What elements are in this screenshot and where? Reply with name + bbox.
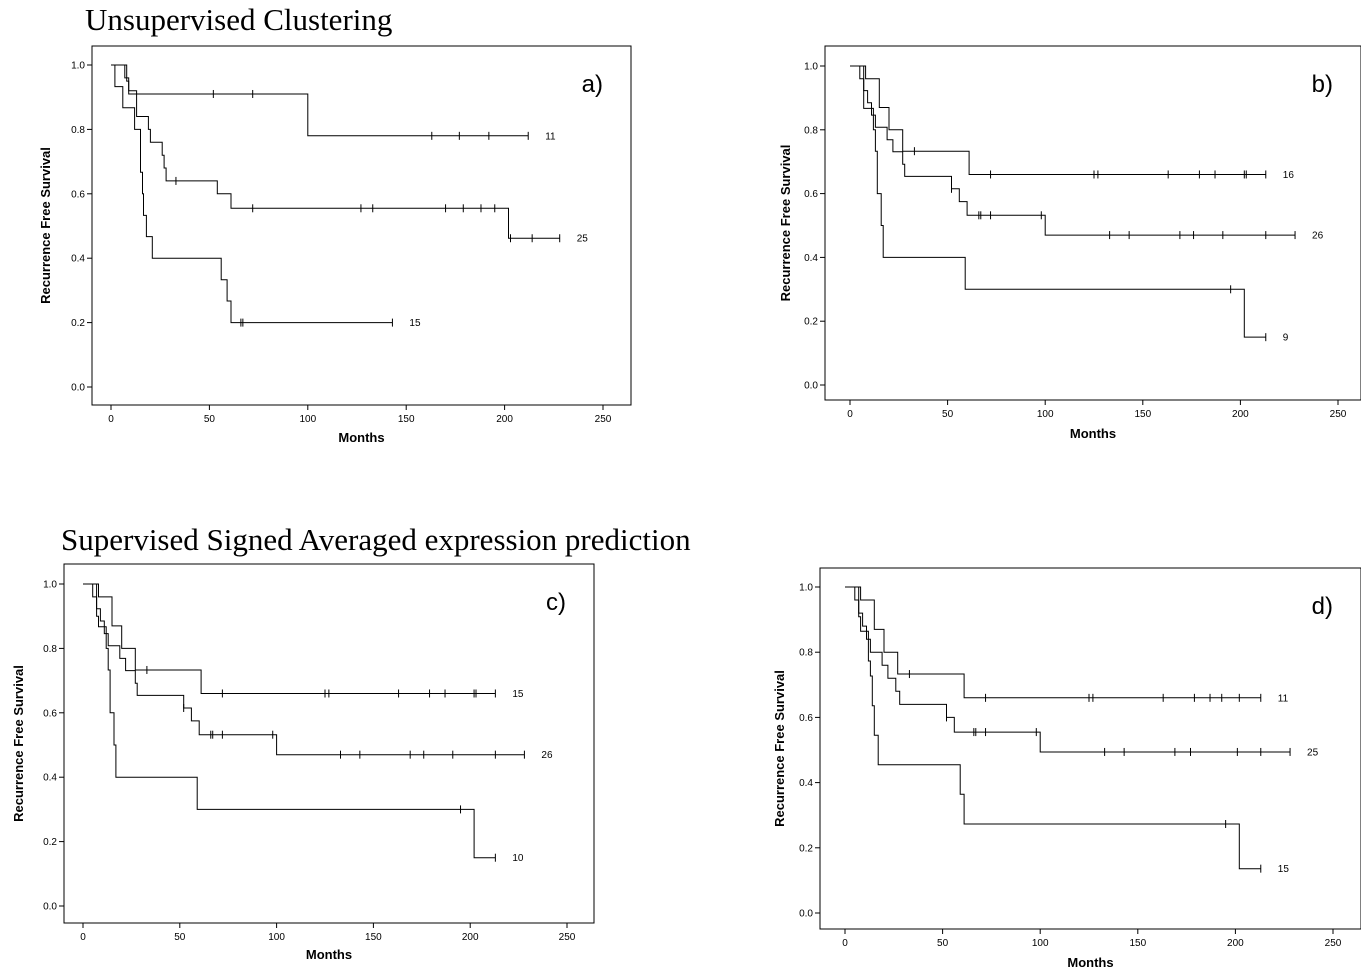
panel-label: d) [1312,593,1333,620]
x-tick-label: 50 [174,932,186,943]
panel-label: a) [582,71,603,98]
x-tick-label: 100 [299,414,316,425]
y-tick-label: 0.8 [43,644,57,655]
x-tick-label: 100 [268,932,285,943]
x-tick-label: 150 [1134,409,1151,420]
section-title-unsupervised: Unsupervised Clustering [85,2,393,37]
survival-curve-3 [83,583,496,859]
series-count-label: 15 [512,689,524,700]
x-axis-title: Months [1067,955,1113,970]
x-tick-label: 150 [365,932,382,943]
y-tick-label: 0.8 [799,648,813,659]
y-tick-label: 0.6 [71,189,85,200]
plot-frame [91,45,632,406]
panel-label: b) [1312,71,1333,98]
series-count-label: 26 [1312,231,1324,242]
y-tick-label: 0.0 [799,909,813,920]
y-axis-title: Recurrence Free Survival [11,665,26,822]
survival-curve-3 [850,65,1266,338]
x-tick-label: 0 [108,414,114,425]
y-tick-label: 0.8 [804,125,818,136]
x-tick-label: 200 [1232,409,1249,420]
series-count-label: 25 [577,234,589,245]
x-tick-label: 0 [80,932,86,943]
x-axis-title: Months [306,947,352,962]
y-tick-label: 1.0 [799,583,813,594]
survival-curve-2 [845,586,1291,753]
y-tick-label: 1.0 [71,61,85,72]
km-chart-b: 0 50 100 150 200 250 0.0 0.2 0.4 0.6 0.8 1.0 Months R… [778,45,1361,441]
series-count-label: 11 [545,131,556,142]
y-tick-label: 0.4 [804,253,818,264]
x-tick-label: 250 [1330,409,1347,420]
survival-curve-2 [111,64,560,239]
survival-curve-2 [850,65,1296,236]
y-tick-label: 1.0 [43,580,57,591]
y-tick-label: 0.2 [71,318,85,329]
y-tick-label: 0.6 [804,189,818,200]
y-tick-label: 0.4 [71,254,85,265]
series-count-label: 15 [1278,864,1290,875]
survival-curve-1 [845,586,1261,699]
y-tick-label: 0.4 [799,778,813,789]
x-tick-label: 200 [462,932,479,943]
x-axis-title: Months [1070,426,1116,441]
series-count-label: 10 [512,853,524,864]
series-count-label: 11 [1278,693,1289,704]
series-count-label: 26 [541,750,553,761]
x-tick-label: 50 [937,938,949,949]
series-count-label: 15 [409,318,421,329]
y-tick-label: 0.2 [804,317,818,328]
y-tick-label: 0.4 [43,773,57,784]
plot-frame [819,567,1361,930]
y-tick-label: 0.0 [43,902,57,913]
survival-curve-1 [850,65,1266,175]
survival-curve-1 [83,583,496,694]
plot-frame [824,45,1361,401]
x-tick-label: 150 [398,414,415,425]
y-axis-title: Recurrence Free Survival [38,147,53,304]
x-tick-label: 0 [847,409,853,420]
x-tick-label: 250 [559,932,576,943]
survival-curve-3 [111,64,393,324]
y-axis-title: Recurrence Free Survival [772,670,787,827]
survival-curve-2 [83,583,525,756]
x-tick-label: 250 [1325,938,1342,949]
y-tick-label: 1.0 [804,62,818,73]
x-tick-label: 200 [496,414,513,425]
y-tick-label: 0.8 [71,125,85,136]
series-count-label: 25 [1307,747,1319,758]
panel-label: c) [546,589,566,616]
y-tick-label: 0.0 [804,381,818,392]
section-title-supervised: Supervised Signed Averaged expression pr… [61,522,691,557]
x-tick-label: 250 [595,414,612,425]
x-tick-label: 150 [1129,938,1146,949]
y-tick-label: 0.6 [799,713,813,724]
x-axis-title: Months [338,430,384,445]
x-tick-label: 0 [842,938,848,949]
y-tick-label: 0.0 [71,383,85,394]
km-chart-c: 0 50 100 150 200 250 0.0 0.2 0.4 0.6 0.8 1.0 Months R… [11,563,595,962]
y-tick-label: 0.6 [43,708,57,719]
plot-frame [63,563,595,924]
x-tick-label: 100 [1032,938,1049,949]
x-tick-label: 50 [942,409,954,420]
series-count-label: 16 [1283,170,1295,181]
x-tick-label: 50 [204,414,216,425]
x-tick-label: 100 [1037,409,1054,420]
series-count-label: 9 [1283,333,1289,344]
km-chart-a: 0 50 100 150 200 250 0.0 0.2 0.4 0.6 0.8 1.0 Months R… [38,45,632,445]
y-tick-label: 0.2 [43,837,57,848]
x-tick-label: 200 [1227,938,1244,949]
survival-curve-3 [845,586,1261,870]
y-tick-label: 0.2 [799,843,813,854]
y-axis-title: Recurrence Free Survival [778,145,793,302]
